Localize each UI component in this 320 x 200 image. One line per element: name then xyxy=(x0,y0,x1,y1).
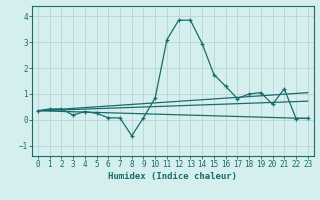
X-axis label: Humidex (Indice chaleur): Humidex (Indice chaleur) xyxy=(108,172,237,181)
